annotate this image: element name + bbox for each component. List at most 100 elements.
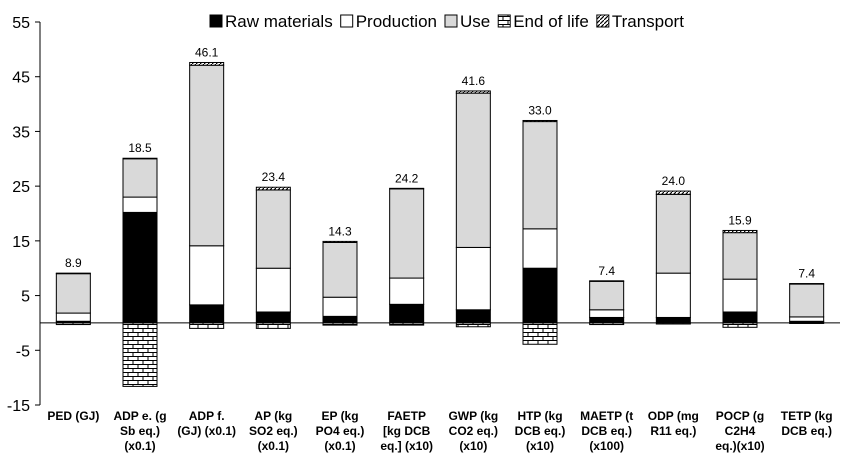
x-tick-label-line: eq.] (x10) — [380, 439, 433, 453]
x-tick-label: TETP (kg DCB eq.) — [781, 409, 833, 438]
total-label: 15.9 — [728, 213, 752, 227]
total-label: 18.5 — [128, 141, 152, 155]
bar-segment — [455, 92, 491, 248]
legend-label: Transport — [612, 12, 684, 31]
bar-segment — [322, 241, 358, 298]
x-tick-label-line: R11 eq.) — [650, 424, 696, 438]
bar-segment — [122, 322, 158, 387]
bar-segment — [522, 119, 558, 123]
bar-segment — [122, 158, 158, 198]
bar-segment — [55, 272, 91, 275]
bar-segment — [389, 303, 425, 324]
bar-segment — [722, 322, 758, 328]
bar-segment — [189, 322, 225, 329]
legend-swatch — [340, 14, 354, 28]
x-tick-label: MAETP (t DCB eq.) (x100) — [580, 409, 633, 453]
y-tick-label: 35 — [12, 124, 30, 141]
bar-segment — [789, 316, 825, 322]
bar-segment — [522, 121, 558, 230]
x-tick-label-line: (x0.1) — [124, 439, 155, 453]
x-tick-label-line: DCB eq.) — [515, 424, 566, 438]
bar-segment — [789, 283, 825, 285]
legend-label: Raw materials — [225, 12, 333, 31]
bar-segment — [522, 228, 558, 269]
bar-segment — [389, 188, 425, 279]
x-tick-label-line: EP (kg — [321, 409, 358, 423]
bar-segment — [589, 280, 625, 282]
bar-segment — [55, 273, 91, 314]
x-tick-label-line: FAETP — [387, 409, 426, 423]
x-tick-label-line: ODP (mg — [648, 409, 699, 423]
bar-segment — [655, 272, 691, 318]
bar-segment — [589, 316, 625, 324]
y-tick-label: 55 — [12, 15, 30, 32]
bar-segment — [722, 278, 758, 313]
x-tick-label-line: POCP (g — [716, 409, 764, 423]
x-tick-label: HTP (kg DCB eq.) (x10) — [515, 409, 566, 453]
bar-segment — [189, 304, 225, 324]
x-tick-label-line: (x100) — [589, 439, 624, 453]
x-tick-label-line: MAETP (t — [580, 409, 633, 423]
bar-segment — [255, 189, 291, 269]
legend-swatch — [209, 14, 223, 28]
bar-segment — [455, 309, 491, 324]
bar-segment — [789, 283, 825, 318]
x-tick-label-line: C2H4 — [725, 424, 756, 438]
x-tick-label-line: (GJ) (x0.1) — [177, 424, 236, 438]
x-tick-label-line: (x0.1) — [258, 439, 289, 453]
bar-segment — [122, 196, 158, 213]
bar-segment — [389, 187, 425, 190]
bar-segment — [322, 296, 358, 317]
bar-segment — [455, 322, 491, 328]
bar-segment — [189, 64, 225, 247]
x-tick-label-line: PO4 eq.) — [316, 424, 365, 438]
x-tick-label-line: TETP (kg — [781, 409, 833, 423]
bar-segment — [589, 309, 625, 318]
x-tick-label-line: SO2 eq.) — [249, 424, 298, 438]
bar-segment — [189, 61, 225, 66]
bar-segment — [122, 211, 158, 324]
bar-segment — [655, 190, 691, 195]
bar-segment — [589, 280, 625, 311]
bar-segment — [455, 246, 491, 311]
legend-swatch — [596, 14, 610, 28]
bar-segment — [55, 312, 91, 322]
bar-segment — [722, 311, 758, 324]
y-tick-label: -15 — [7, 398, 30, 415]
bar-segment — [255, 267, 291, 313]
total-label: 7.4 — [598, 264, 615, 278]
x-tick-label-line: ADP f. — [189, 409, 225, 423]
bar-segment — [655, 193, 691, 274]
legend-label: Use — [460, 12, 490, 31]
total-label: 41.6 — [462, 74, 486, 88]
x-tick-label-line: eq.)(x10) — [715, 439, 764, 453]
x-tick-label: POCP (g C2H4 eq.)(x10) — [715, 409, 764, 453]
x-tick-label-line: PED (GJ) — [47, 409, 99, 423]
x-tick-label: FAETP [kg DCB eq.] (x10) — [380, 409, 433, 453]
x-tick-label-line: AP (kg — [254, 409, 292, 423]
x-tick-label-line: HTP (kg — [517, 409, 562, 423]
legend-label: Production — [356, 12, 437, 31]
x-tick-label-line: (x10) — [526, 439, 554, 453]
legend-label: End of life — [513, 12, 589, 31]
total-label: 24.0 — [662, 174, 686, 188]
bar-segment — [522, 267, 558, 324]
total-label: 46.1 — [195, 45, 219, 59]
y-tick-label: 25 — [12, 179, 30, 196]
y-tick-label: 5 — [21, 289, 30, 306]
total-label: 8.9 — [65, 256, 82, 270]
x-tick-label-line: DCB eq.) — [781, 424, 832, 438]
x-tick-label-line: Sb eq.) — [120, 424, 160, 438]
x-tick-label: ODP (mg R11 eq.) — [648, 409, 699, 438]
bar-segment — [455, 90, 491, 94]
total-label: 33.0 — [528, 103, 552, 117]
x-tick-label: GWP (kg CO2 eq.) (x10) — [448, 409, 498, 453]
bar-segment — [655, 316, 691, 324]
bar-segment — [122, 157, 158, 160]
bar-segment — [522, 322, 558, 345]
x-tick-label: PED (GJ) — [47, 409, 99, 423]
total-label: 14.3 — [328, 224, 352, 238]
x-tick-label-line: CO2 eq.) — [449, 424, 498, 438]
x-tick-label-line: DCB eq.) — [581, 424, 632, 438]
x-tick-label-line: ADP e. (g — [113, 409, 166, 423]
